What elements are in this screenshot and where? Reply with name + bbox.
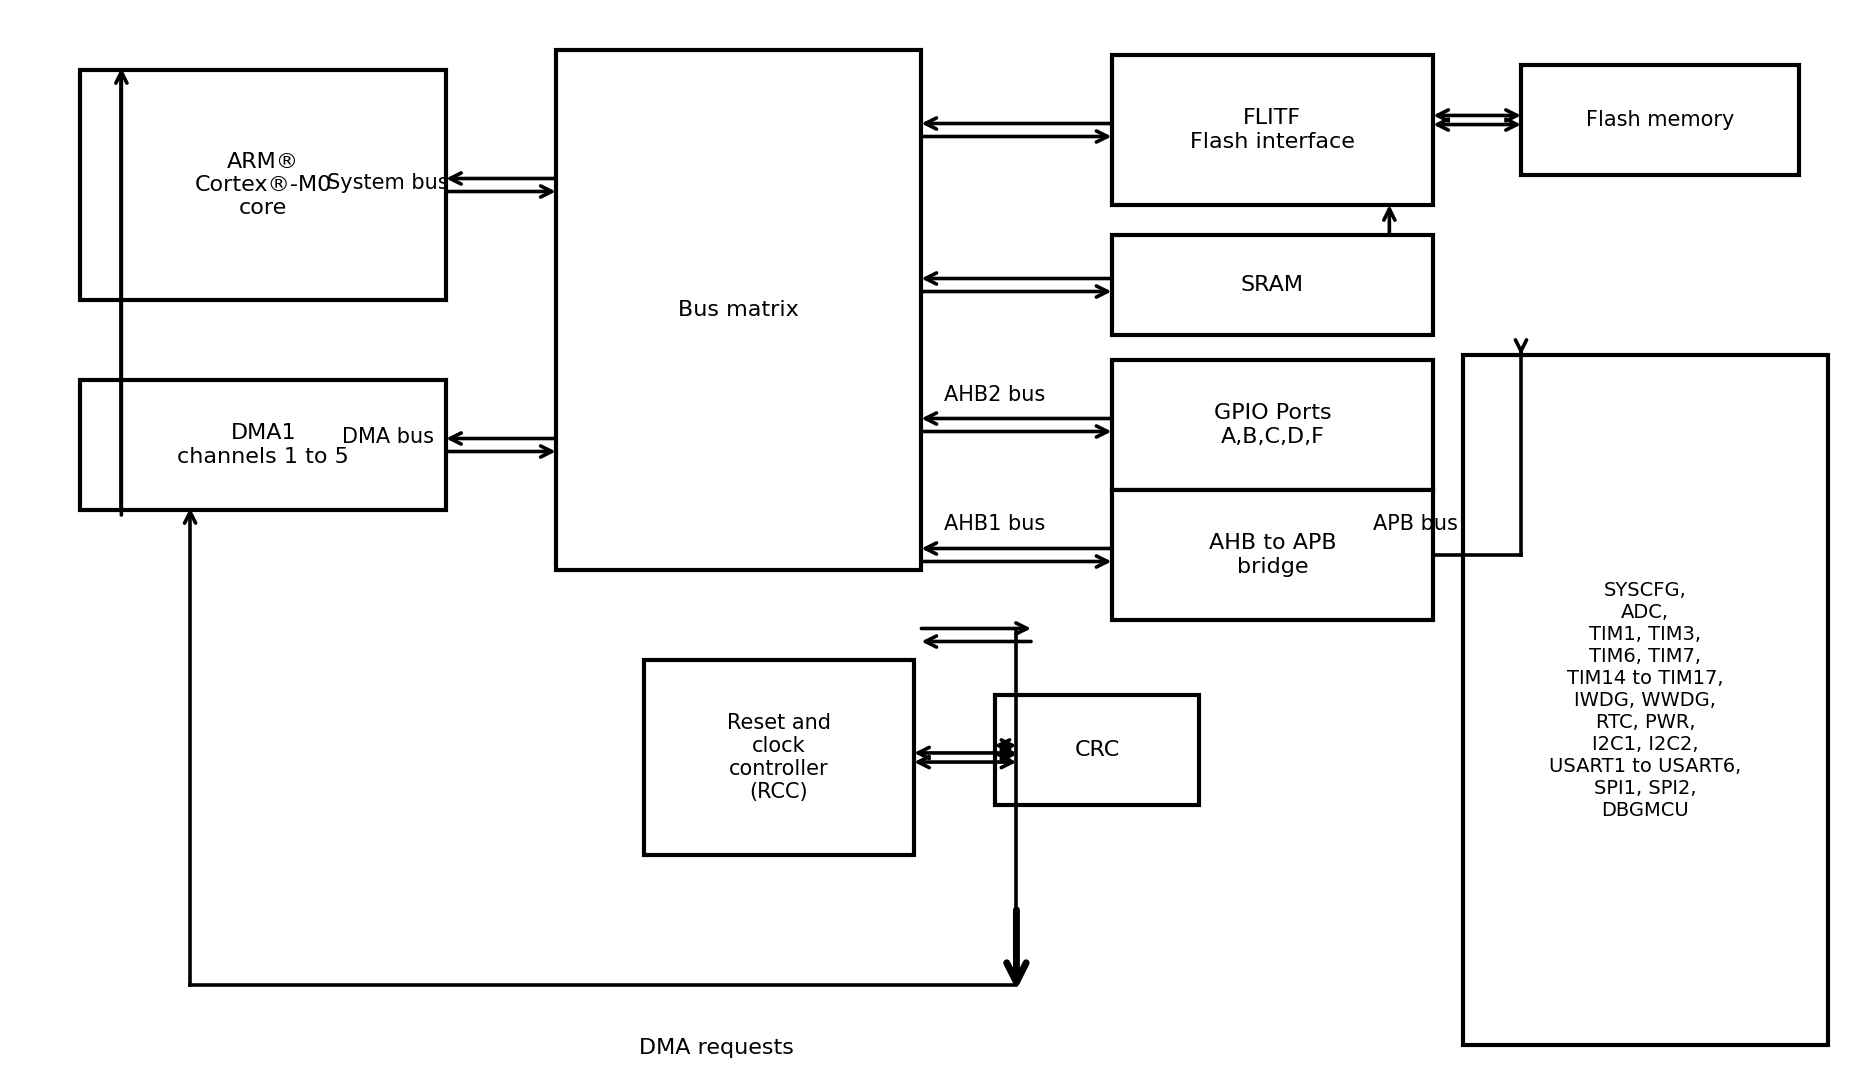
- Bar: [1112, 360, 1434, 490]
- Text: SYSCFG,
ADC,
TIM1, TIM3,
TIM6, TIM7,
TIM14 to TIM17,
IWDG, WWDG,
RTC, PWR,
I2C1,: SYSCFG, ADC, TIM1, TIM3, TIM6, TIM7, TIM…: [1550, 580, 1741, 820]
- Text: DMA1
channels 1 to 5: DMA1 channels 1 to 5: [178, 423, 350, 467]
- Bar: [994, 695, 1200, 805]
- Text: ARM®
Cortex®-M0
core: ARM® Cortex®-M0 core: [195, 152, 331, 218]
- Bar: [1112, 55, 1434, 205]
- Text: DMA requests: DMA requests: [638, 1038, 794, 1058]
- Text: AHB1 bus: AHB1 bus: [943, 514, 1045, 534]
- Bar: [1112, 490, 1434, 619]
- Text: GPIO Ports
A,B,C,D,F: GPIO Ports A,B,C,D,F: [1213, 403, 1331, 446]
- Text: AHB2 bus: AHB2 bus: [943, 384, 1045, 405]
- Text: DMA bus: DMA bus: [341, 427, 434, 447]
- Bar: [80, 380, 446, 510]
- Text: Bus matrix: Bus matrix: [678, 300, 799, 319]
- Bar: [1522, 65, 1799, 175]
- Text: CRC: CRC: [1075, 740, 1119, 760]
- Text: SRAM: SRAM: [1241, 275, 1305, 295]
- Text: AHB to APB
bridge: AHB to APB bridge: [1209, 534, 1337, 576]
- Bar: [80, 70, 446, 300]
- Text: APB bus: APB bus: [1374, 514, 1458, 534]
- Text: Reset and
clock
controller
(RCC): Reset and clock controller (RCC): [726, 713, 831, 803]
- Bar: [1112, 235, 1434, 335]
- Text: System bus: System bus: [328, 173, 449, 193]
- Text: Flash memory: Flash memory: [1586, 110, 1733, 130]
- Bar: [556, 50, 921, 570]
- Bar: [1462, 355, 1829, 1045]
- Text: FLITF
Flash interface: FLITF Flash interface: [1191, 108, 1355, 152]
- Bar: [644, 660, 914, 854]
